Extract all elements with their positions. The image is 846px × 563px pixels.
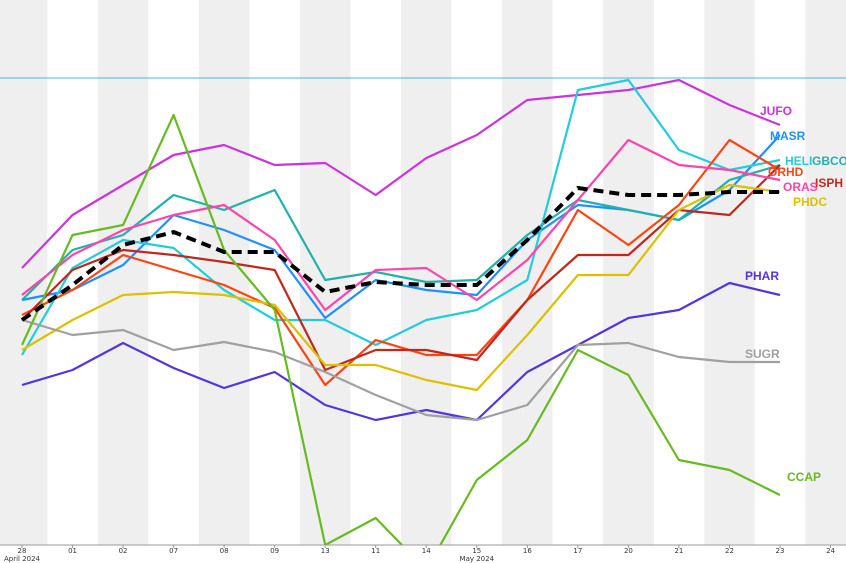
x-tick-label: 08 xyxy=(220,547,229,555)
x-tick-label: 01 xyxy=(68,547,77,555)
column-band xyxy=(0,0,48,545)
series-line xyxy=(21,164,781,372)
series-label: ISPH xyxy=(815,176,843,190)
column-band xyxy=(401,0,452,545)
series-label: PHDC xyxy=(793,195,827,209)
series-label: GBCO xyxy=(812,154,846,168)
series-label: PHAR xyxy=(745,269,779,283)
x-tick-label: 09 xyxy=(270,547,279,555)
series-line xyxy=(21,281,781,422)
x-tick-label: 15 xyxy=(472,547,481,555)
series-label: MASR xyxy=(770,129,806,143)
series-label: SUGR xyxy=(745,347,780,361)
x-tick-label: 16 xyxy=(523,547,532,555)
x-tick-label: 20 xyxy=(624,547,633,555)
index-line xyxy=(20,186,780,322)
month-label: May 2024 xyxy=(460,555,495,563)
series-label: HELI xyxy=(785,154,812,168)
series-line xyxy=(21,163,781,301)
series-line xyxy=(21,78,781,356)
series-line xyxy=(21,113,781,545)
x-tick-label: 28 xyxy=(18,547,27,555)
x-tick-label: 07 xyxy=(169,547,178,555)
column-band xyxy=(502,0,553,545)
x-tick-label: 17 xyxy=(573,547,582,555)
series-line xyxy=(21,138,781,312)
series-line xyxy=(21,318,780,422)
series-line xyxy=(21,138,781,387)
x-tick-label: 13 xyxy=(321,547,330,555)
x-tick-label: 14 xyxy=(422,547,431,555)
series-label: ORHD xyxy=(768,165,804,179)
x-tick-label: 11 xyxy=(371,547,380,555)
x-tick-label: 22 xyxy=(725,547,734,555)
column-band xyxy=(198,0,250,545)
x-tick-label: 21 xyxy=(674,547,683,555)
column-band xyxy=(97,0,149,545)
column-band xyxy=(805,0,846,545)
series-label: ORAS xyxy=(783,180,818,194)
series-label: JUFO xyxy=(760,104,792,118)
x-tick-label: 23 xyxy=(776,547,785,555)
x-tick-label: 24 xyxy=(826,547,835,555)
series-line xyxy=(21,183,781,392)
series-label: CCAP xyxy=(787,470,821,484)
month-label: April 2024 xyxy=(4,555,41,563)
column-band xyxy=(704,0,755,545)
x-tick-label: 02 xyxy=(119,547,128,555)
column-band xyxy=(299,0,351,545)
